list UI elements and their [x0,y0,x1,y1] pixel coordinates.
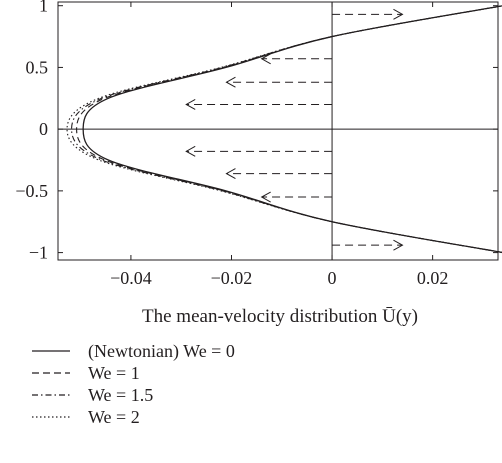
legend-item: (Newtonian) We = 0 [30,340,235,362]
x-tick-label: −0.02 [211,268,253,288]
legend-item: We = 2 [30,406,235,428]
curves-layer [66,5,502,254]
flow-arrow-head [185,145,196,157]
legend-item: We = 1 [30,362,235,384]
legend-swatch-dashed [32,372,70,374]
legend-swatch-solid [32,350,70,352]
velocity-profile-chart: −0.04 −0.02 0 0.02 −1 −0.5 0 0.5 1 The mean-velo… [15,0,502,327]
legend: (Newtonian) We = 0 We = 1 We = 1.5 We = … [30,340,235,428]
x-tick-label: 0.02 [417,268,449,288]
legend-label: We = 1.5 [88,384,154,405]
legend-item: We = 1.5 [30,384,235,406]
y-tick-label: −0.5 [15,181,48,201]
legend-label: We = 1 [88,362,140,383]
x-tick-label: −0.04 [110,268,152,288]
series-line-dashdot [71,5,502,253]
x-tick-label: 0 [328,268,337,288]
y-tick-label: 1 [39,0,48,16]
series-line-dashed [76,5,502,253]
plot-frame [57,1,499,261]
flow-arrow-head [393,239,404,251]
axes-layer [58,2,498,260]
flow-arrow-head [260,191,271,203]
arrows-layer [185,8,404,251]
legend-swatch-dotted [32,416,70,418]
legend-label: We = 2 [88,406,140,427]
flow-arrow-head [185,99,196,110]
legend-swatch-dashdot [32,394,70,396]
flow-arrow-head [393,8,404,20]
y-tick-label: 0 [39,119,48,139]
y-tick-label: −1 [29,243,48,263]
flow-arrow-head [225,76,236,88]
x-axis-label: The mean-velocity distribution Ū(y) [142,306,418,327]
legend-label: (Newtonian) We = 0 [88,340,235,361]
y-tick-label: 0.5 [26,57,49,77]
flow-arrow-head [225,168,236,180]
flow-arrow-head [260,53,271,65]
ticks-layer: −0.04 −0.02 0 0.02 −1 −0.5 0 0.5 1 [15,0,498,288]
